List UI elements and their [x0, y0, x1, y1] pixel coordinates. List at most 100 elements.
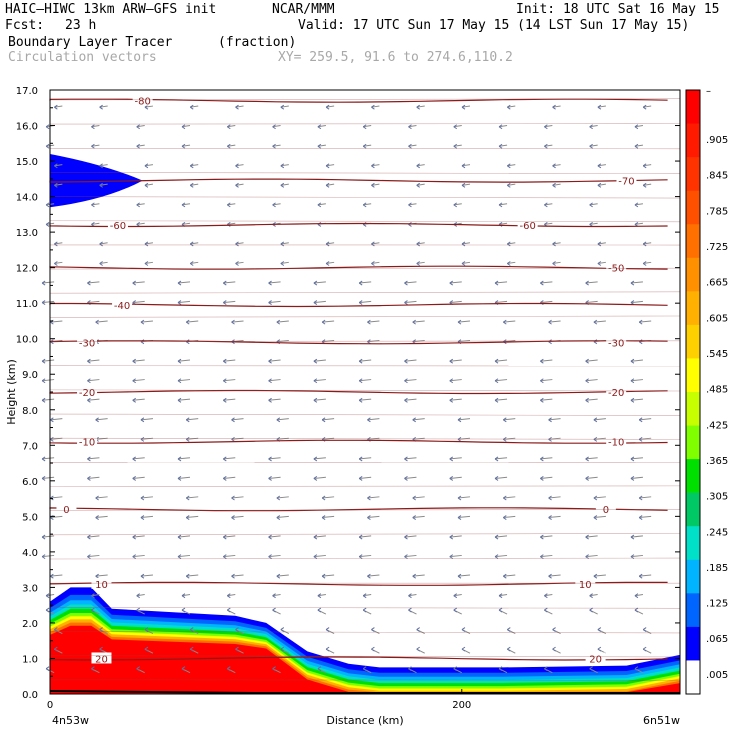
vector-arrow — [132, 378, 145, 384]
vector-shaft — [136, 594, 145, 597]
vector-arrow — [140, 319, 153, 325]
vector-shaft — [634, 203, 644, 206]
vector-arrow — [544, 202, 553, 208]
vector-head — [54, 104, 58, 110]
vector-head — [181, 666, 186, 672]
vector-head — [552, 646, 556, 652]
vector-shaft — [359, 359, 372, 362]
vector-arrow — [317, 666, 327, 674]
vector-shaft — [276, 496, 289, 499]
colorbar-swatch — [686, 526, 700, 561]
isotherm--20 — [49, 389, 668, 395]
vector-head — [41, 534, 46, 540]
y-tick-label: 7.0 — [22, 441, 38, 452]
colorbar-label: .485 — [706, 385, 728, 396]
vector-shaft — [461, 105, 471, 108]
vector-shaft — [639, 515, 652, 519]
isotherm-label: -10 — [608, 438, 624, 449]
vector-shaft — [589, 594, 598, 597]
y-tick-label: 8.0 — [22, 406, 38, 417]
vector-shaft — [235, 242, 244, 245]
vector-shaft — [313, 476, 326, 479]
colorbar-label: .005 — [706, 670, 728, 681]
vector-shaft — [552, 242, 561, 245]
vector-shaft — [231, 437, 244, 440]
vector-arrow — [313, 554, 326, 560]
vector-shaft — [231, 320, 244, 323]
y-tick-label: 16.0 — [16, 122, 38, 133]
vector-arrow — [321, 515, 335, 520]
colorbar-label: .665 — [706, 278, 728, 289]
vector-arrow — [593, 495, 606, 501]
vector-arrow — [313, 456, 326, 462]
vector-shaft — [144, 261, 154, 265]
vector-shaft — [186, 437, 199, 440]
vector-shaft — [412, 437, 425, 440]
vector-shaft — [144, 183, 154, 186]
vector-head — [136, 607, 140, 613]
vector-head — [585, 280, 589, 286]
vector-arrow — [404, 280, 417, 286]
isotherm-label-bg — [112, 298, 133, 310]
isotherm-label: -30 — [608, 338, 624, 349]
x-start-location: 4n53w — [52, 714, 89, 727]
axes: 0.0 1.0 2.0 3.0 4.0 5.0 6.0 7.0 8.0 9.0 10.0 11.0 12… — [5, 86, 681, 727]
vector-shaft — [589, 125, 598, 128]
vector-arrow — [268, 534, 281, 540]
vector-shaft — [643, 164, 652, 167]
vector-shaft — [507, 105, 516, 108]
vector-arrow — [449, 378, 462, 384]
vector-arrow — [276, 319, 289, 325]
vector-arrow — [272, 143, 281, 149]
vector-arrow — [41, 456, 55, 462]
vector-shaft — [223, 476, 236, 479]
vector-arrow — [548, 436, 561, 442]
vector-arrow — [41, 554, 55, 560]
vector-arrow — [642, 261, 652, 266]
vector-head — [544, 607, 548, 613]
vector-arrow — [503, 573, 516, 579]
vector-arrow — [54, 182, 63, 188]
vector-arrow — [235, 241, 244, 247]
vector-head — [634, 666, 639, 672]
vector-head — [280, 104, 285, 110]
vector-shaft — [540, 359, 553, 362]
vector-arrow — [136, 593, 145, 599]
vector-shaft — [177, 281, 191, 284]
vector-arrow — [87, 534, 100, 540]
vector-head — [91, 666, 95, 672]
vector-head — [235, 241, 239, 247]
vectors-label: Circulation vectors — [8, 50, 157, 65]
vector-shaft — [461, 183, 471, 186]
vector-arrow — [325, 261, 335, 266]
vector-shaft — [42, 476, 55, 479]
vector-head — [585, 534, 589, 540]
colorbar-swatch — [686, 224, 700, 259]
vector-arrow — [630, 534, 643, 540]
vector-arrow — [325, 163, 335, 169]
vector-shaft — [449, 554, 462, 558]
vector-arrow — [589, 124, 598, 130]
vector-head — [461, 241, 466, 247]
vector-head — [371, 241, 375, 247]
vector-head — [41, 358, 46, 364]
vector-shaft — [144, 105, 154, 108]
vector-arrow — [630, 378, 643, 384]
vector-shaft — [593, 437, 606, 440]
vector-arrow — [280, 182, 289, 188]
vector-shaft — [132, 379, 145, 382]
vector-arrow — [41, 358, 55, 364]
vector-head — [507, 163, 511, 169]
vector-shaft — [416, 242, 425, 245]
minor-isotherm — [49, 291, 681, 294]
vector-head — [95, 495, 99, 501]
vector-arrow — [494, 456, 508, 462]
vector-arrow — [593, 573, 606, 579]
vector-arrow — [235, 182, 244, 188]
vector-arrow — [544, 124, 553, 130]
vector-arrow — [371, 646, 380, 654]
vector-shaft — [634, 594, 644, 597]
minor-isotherm — [49, 679, 681, 681]
vector-shaft — [132, 535, 145, 538]
vector-arrow — [41, 378, 55, 384]
